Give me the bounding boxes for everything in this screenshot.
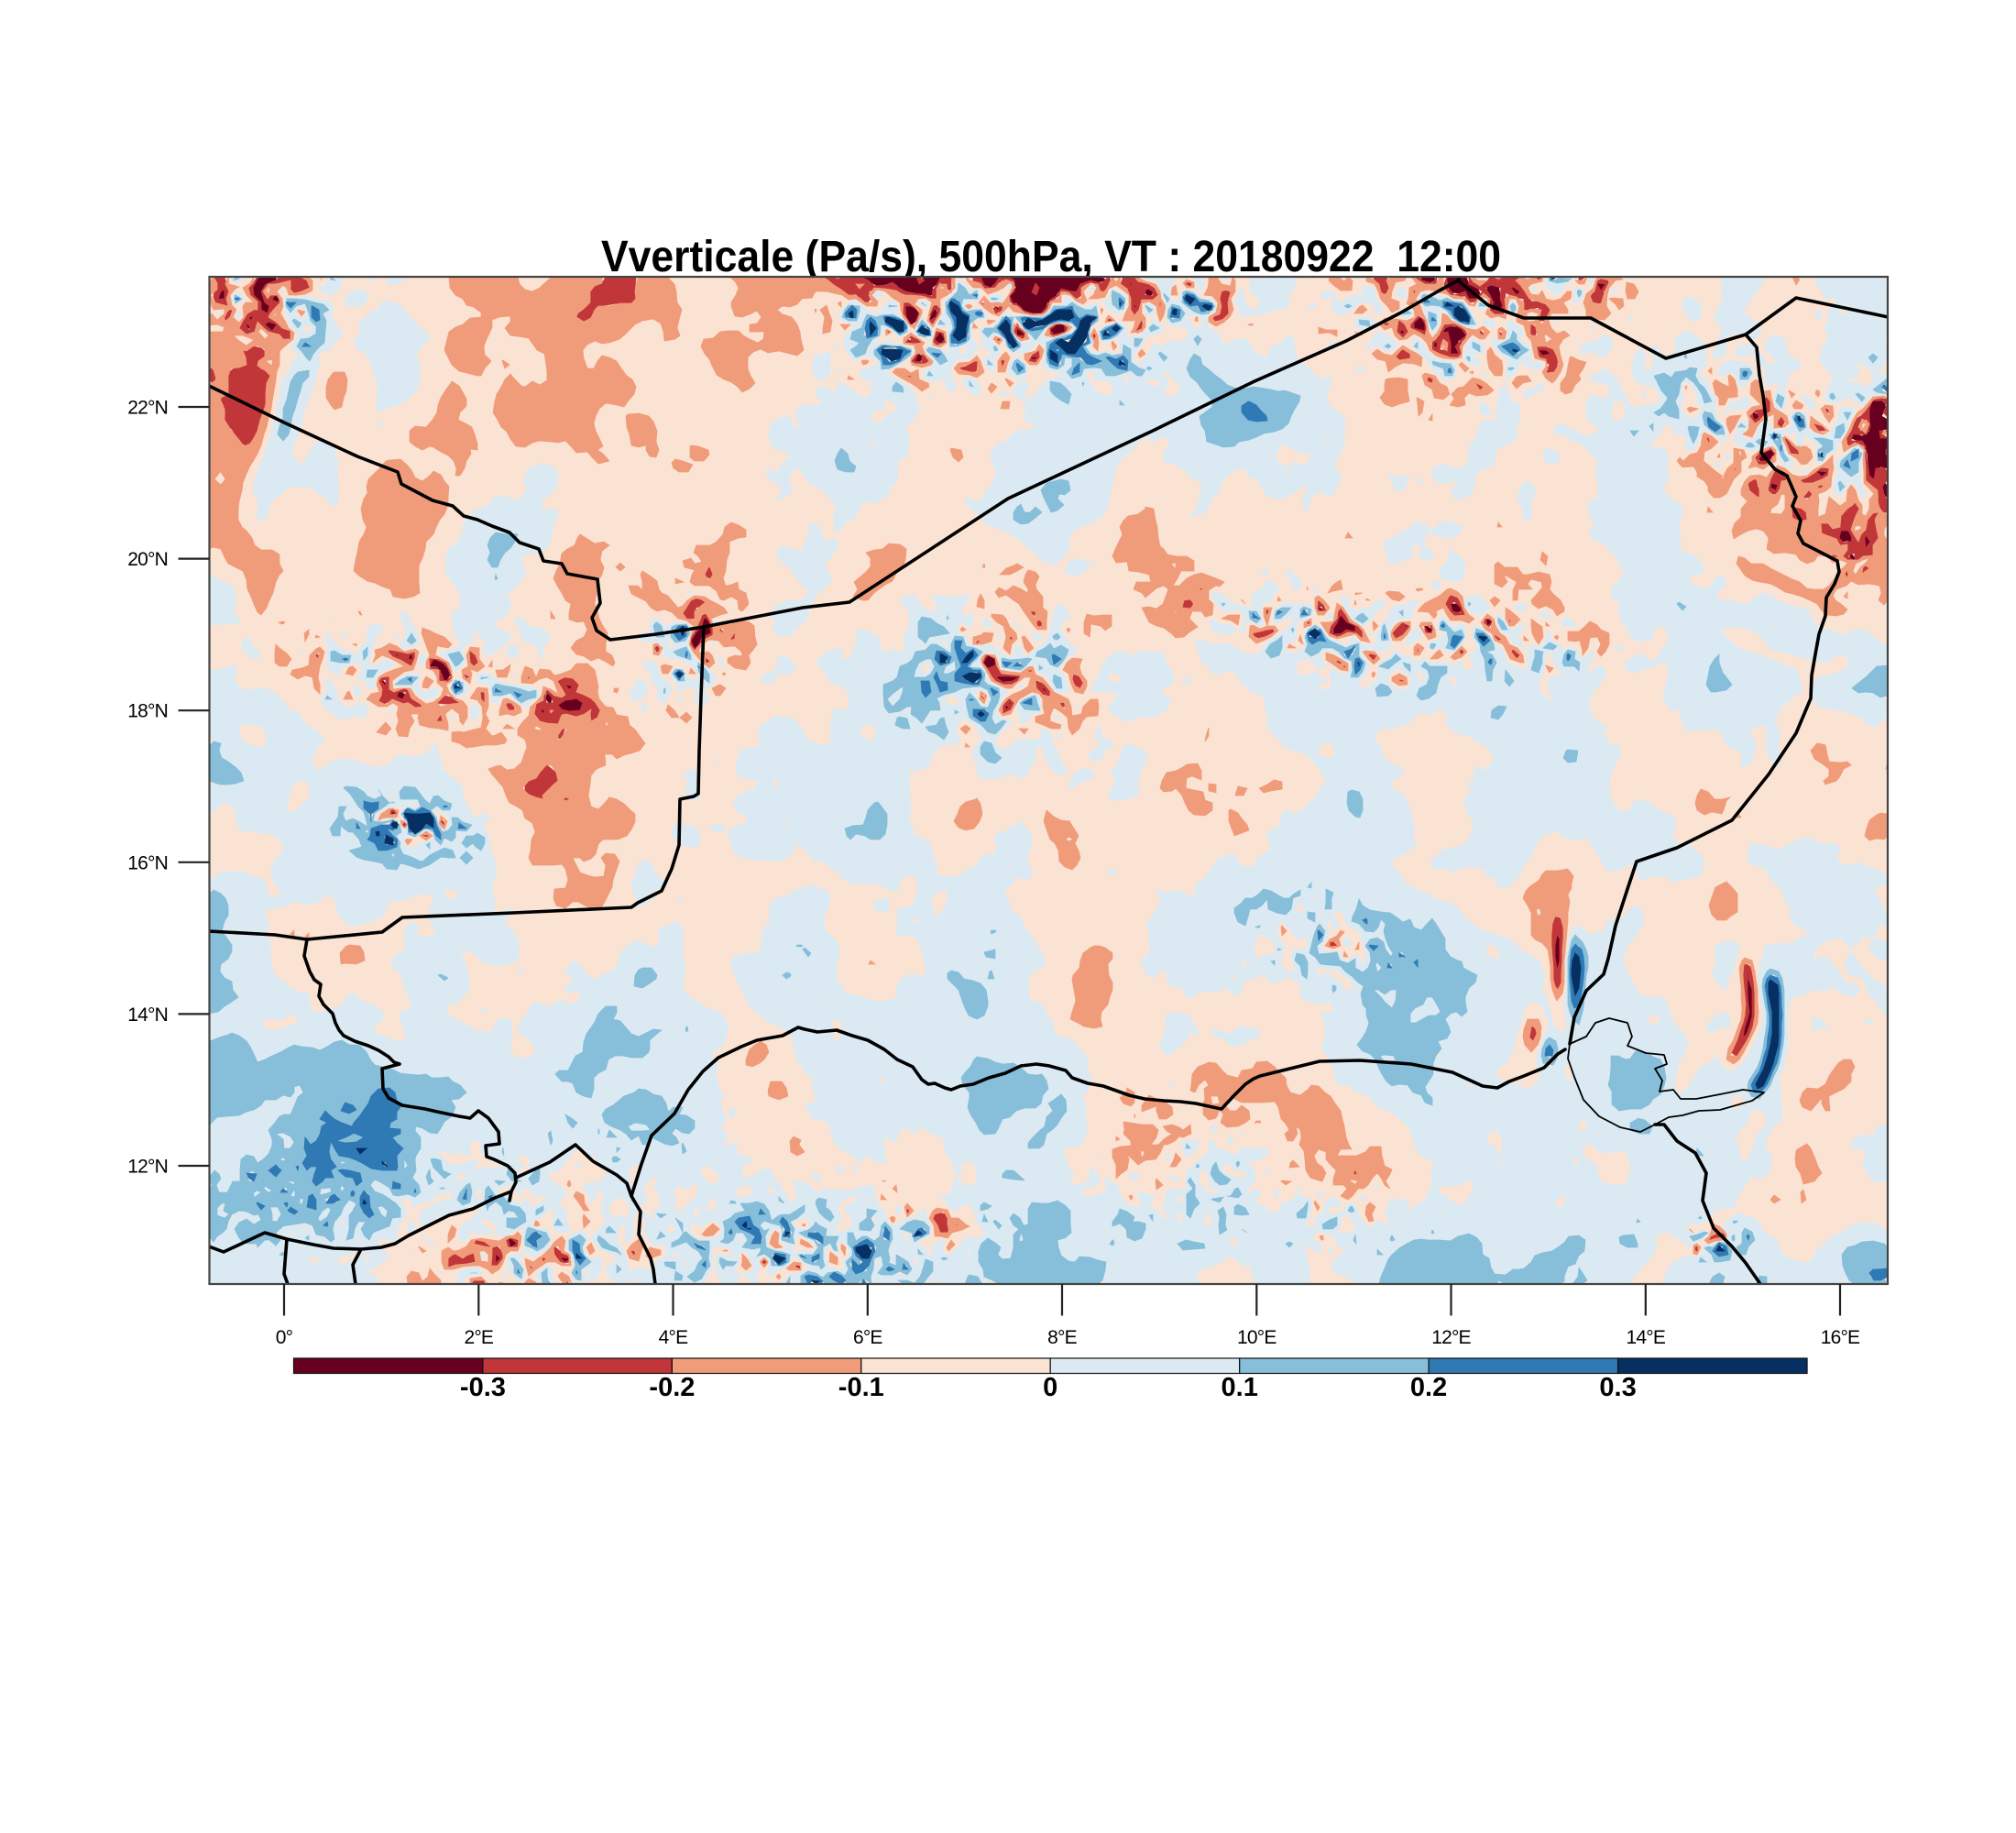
svg-text:22°N: 22°N (127, 398, 168, 419)
svg-text:0.3: 0.3 (1599, 1373, 1636, 1402)
svg-text:-0.1: -0.1 (838, 1373, 884, 1402)
svg-text:0°: 0° (276, 1327, 293, 1348)
svg-text:-0.3: -0.3 (460, 1373, 506, 1402)
svg-text:6°E: 6°E (853, 1327, 882, 1348)
svg-text:Vverticale (Pa/s), 500hPa, VT: Vverticale (Pa/s), 500hPa, VT : 20180922… (601, 233, 1501, 281)
svg-text:12°E: 12°E (1431, 1327, 1471, 1348)
svg-text:16°E: 16°E (1821, 1327, 1860, 1348)
svg-text:10°E: 10°E (1237, 1327, 1276, 1348)
svg-text:4°E: 4°E (659, 1327, 688, 1348)
svg-text:0: 0 (1043, 1373, 1057, 1402)
svg-text:18°N: 18°N (127, 701, 168, 722)
svg-text:0.2: 0.2 (1410, 1373, 1447, 1402)
svg-text:14°E: 14°E (1627, 1327, 1666, 1348)
svg-text:16°N: 16°N (127, 852, 168, 873)
svg-text:20°N: 20°N (127, 549, 168, 570)
svg-text:12°N: 12°N (127, 1157, 168, 1178)
svg-text:2°E: 2°E (464, 1327, 493, 1348)
svg-text:14°N: 14°N (127, 1004, 168, 1026)
svg-text:0.1: 0.1 (1222, 1373, 1258, 1402)
svg-text:-0.2: -0.2 (649, 1373, 695, 1402)
svg-text:8°E: 8°E (1047, 1327, 1077, 1348)
